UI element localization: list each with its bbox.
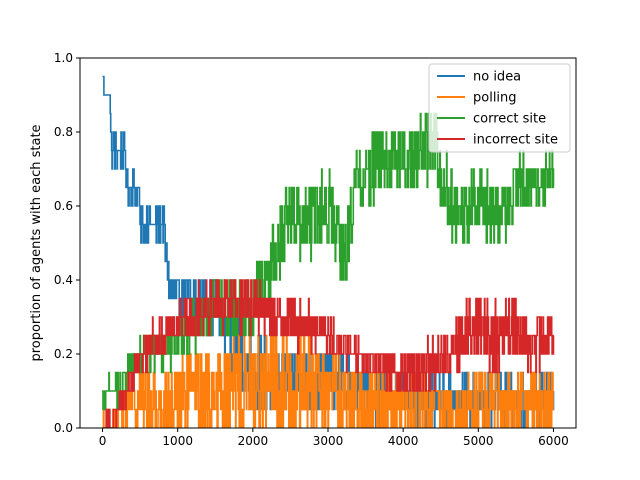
series-line-incorrect-site [102,279,555,428]
legend-label: polling [473,91,517,106]
x-tick-label: 0 [99,434,107,448]
y-axis-ticks: 0.0 0.2 0.4 0.6 0.8 1.0 [54,51,80,435]
y-tick-label: 0.4 [54,273,73,287]
legend: no idea polling correct site incorrect site [428,63,571,153]
x-tick-label: 1000 [162,434,193,448]
y-tick-label: 0.6 [54,199,73,213]
y-tick-label: 1.0 [54,51,73,65]
series-line-polling [102,334,554,428]
plot-lines [102,75,555,428]
legend-label: no idea [473,70,521,85]
y-axis-label: proportion of agents with each state [29,124,44,361]
legend-label: correct site [473,112,546,127]
y-tick-label: 0.2 [54,347,73,361]
legend-box [428,63,571,153]
legend-label: incorrect site [473,133,558,148]
y-tick-label: 0.8 [54,125,73,139]
x-tick-label: 3000 [313,434,344,448]
x-tick-label: 4000 [388,434,419,448]
y-tick-label: 0.0 [54,421,73,435]
x-tick-label: 2000 [238,434,269,448]
x-tick-label: 5000 [463,434,494,448]
x-axis-ticks: 0 1000 2000 3000 4000 5000 6000 [99,428,569,448]
x-tick-label: 6000 [538,434,569,448]
